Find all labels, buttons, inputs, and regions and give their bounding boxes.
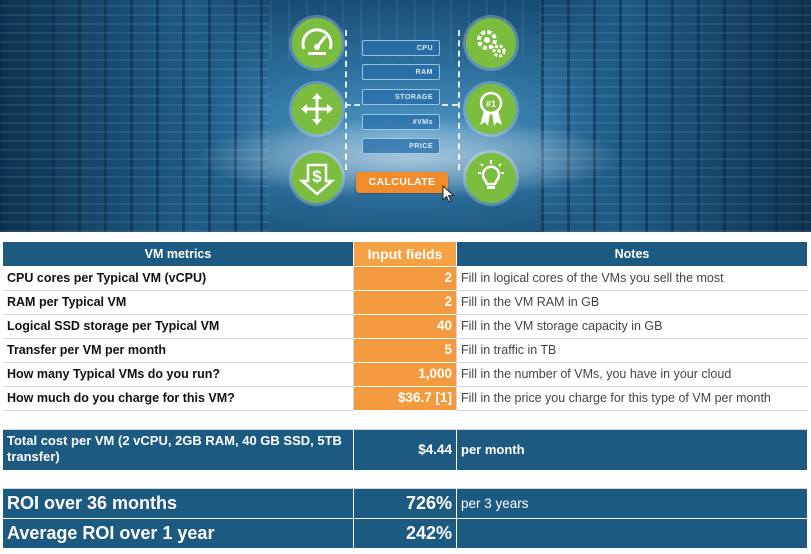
- banner-field-vms: #VMs: [362, 114, 440, 130]
- spacer-cell: [3, 411, 354, 430]
- roi-1yr-value: 242%: [354, 519, 457, 549]
- row-label: How many Typical VMs do you run?: [3, 363, 354, 387]
- server-rack-right: [541, 0, 811, 232]
- dollar-down-icon: $: [292, 153, 342, 203]
- storage-input[interactable]: 40: [354, 315, 457, 339]
- table-row: CPU cores per Typical VM (vCPU) 2 Fill i…: [3, 267, 808, 291]
- spacer-row: [3, 471, 808, 489]
- cpu-cores-input[interactable]: 2: [354, 267, 457, 291]
- banner-field-price: PRICE: [362, 138, 440, 154]
- svg-text:$: $: [312, 167, 322, 186]
- roi-36-row: ROI over 36 months 726% per 3 years: [3, 489, 808, 519]
- spacer-cell: [354, 471, 457, 489]
- award-ribbon-icon: #1: [466, 84, 516, 134]
- table-header-row: VM metrics Input fields Notes: [3, 242, 808, 267]
- row-note: Fill in the VM storage capacity in GB: [457, 315, 808, 339]
- row-label: Transfer per VM per month: [3, 339, 354, 363]
- spacer-row: [3, 411, 808, 430]
- spacer-cell: [3, 471, 354, 489]
- row-note: Fill in the number of VMs, you have in y…: [457, 363, 808, 387]
- calculate-button[interactable]: CALCULATE: [356, 172, 448, 193]
- total-cost-value: $4.44: [354, 430, 457, 471]
- mouse-cursor-icon: [442, 185, 455, 203]
- total-cost-note: per month: [457, 430, 808, 471]
- spacer-cell: [457, 471, 808, 489]
- roi-36-value: 726%: [354, 489, 457, 519]
- table-row: RAM per Typical VM 2 Fill in the VM RAM …: [3, 291, 808, 315]
- total-cost-label: Total cost per VM (2 vCPU, 2GB RAM, 40 G…: [3, 430, 354, 471]
- roi-1yr-note: [457, 519, 808, 549]
- row-note: Fill in the VM RAM in GB: [457, 291, 808, 315]
- header-notes: Notes: [457, 242, 808, 267]
- table-row: How many Typical VMs do you run? 1,000 F…: [3, 363, 808, 387]
- ram-input[interactable]: 2: [354, 291, 457, 315]
- lightbulb-icon: [466, 153, 516, 203]
- connector-line: [458, 30, 460, 170]
- row-label: Logical SSD storage per Typical VM: [3, 315, 354, 339]
- spacer-cell: [354, 411, 457, 430]
- header-vm-metrics: VM metrics: [3, 242, 354, 267]
- row-note: Fill in logical cores of the VMs you sel…: [457, 267, 808, 291]
- connector-line: [442, 104, 458, 106]
- connector-line: [345, 104, 360, 106]
- roi-36-label: ROI over 36 months: [3, 489, 354, 519]
- table-row: Transfer per VM per month 5 Fill in traf…: [3, 339, 808, 363]
- hero-banner: CPU RAM STORAGE #VMs PRICE CALCULATE $: [0, 0, 811, 232]
- spacer-cell: [457, 411, 808, 430]
- banner-field-cpu: CPU: [362, 40, 440, 56]
- banner-field-storage: STORAGE: [362, 89, 440, 105]
- vm-count-input[interactable]: 1,000: [354, 363, 457, 387]
- table-row: Logical SSD storage per Typical VM 40 Fi…: [3, 315, 808, 339]
- move-arrows-icon: [292, 84, 342, 134]
- vm-price-input[interactable]: $36.7 [1]: [354, 387, 457, 411]
- row-note: Fill in the price you charge for this ty…: [457, 387, 808, 411]
- row-label: CPU cores per Typical VM (vCPU): [3, 267, 354, 291]
- roi-36-note: per 3 years: [457, 489, 808, 519]
- row-label: How much do you charge for this VM?: [3, 387, 354, 411]
- connector-line: [345, 30, 347, 170]
- banner-field-ram: RAM: [362, 64, 440, 80]
- speedometer-icon: [292, 18, 342, 68]
- row-label: RAM per Typical VM: [3, 291, 354, 315]
- roi-1yr-label: Average ROI over 1 year: [3, 519, 354, 549]
- total-cost-row: Total cost per VM (2 vCPU, 2GB RAM, 40 G…: [3, 430, 808, 471]
- header-input-fields: Input fields: [354, 242, 457, 267]
- transfer-input[interactable]: 5: [354, 339, 457, 363]
- svg-text:#1: #1: [486, 99, 496, 109]
- table-row: How much do you charge for this VM? $36.…: [3, 387, 808, 411]
- server-rack-left: [0, 0, 270, 232]
- roi-1yr-row: Average ROI over 1 year 242%: [3, 519, 808, 549]
- gears-icon: [466, 18, 516, 68]
- row-note: Fill in traffic in TB: [457, 339, 808, 363]
